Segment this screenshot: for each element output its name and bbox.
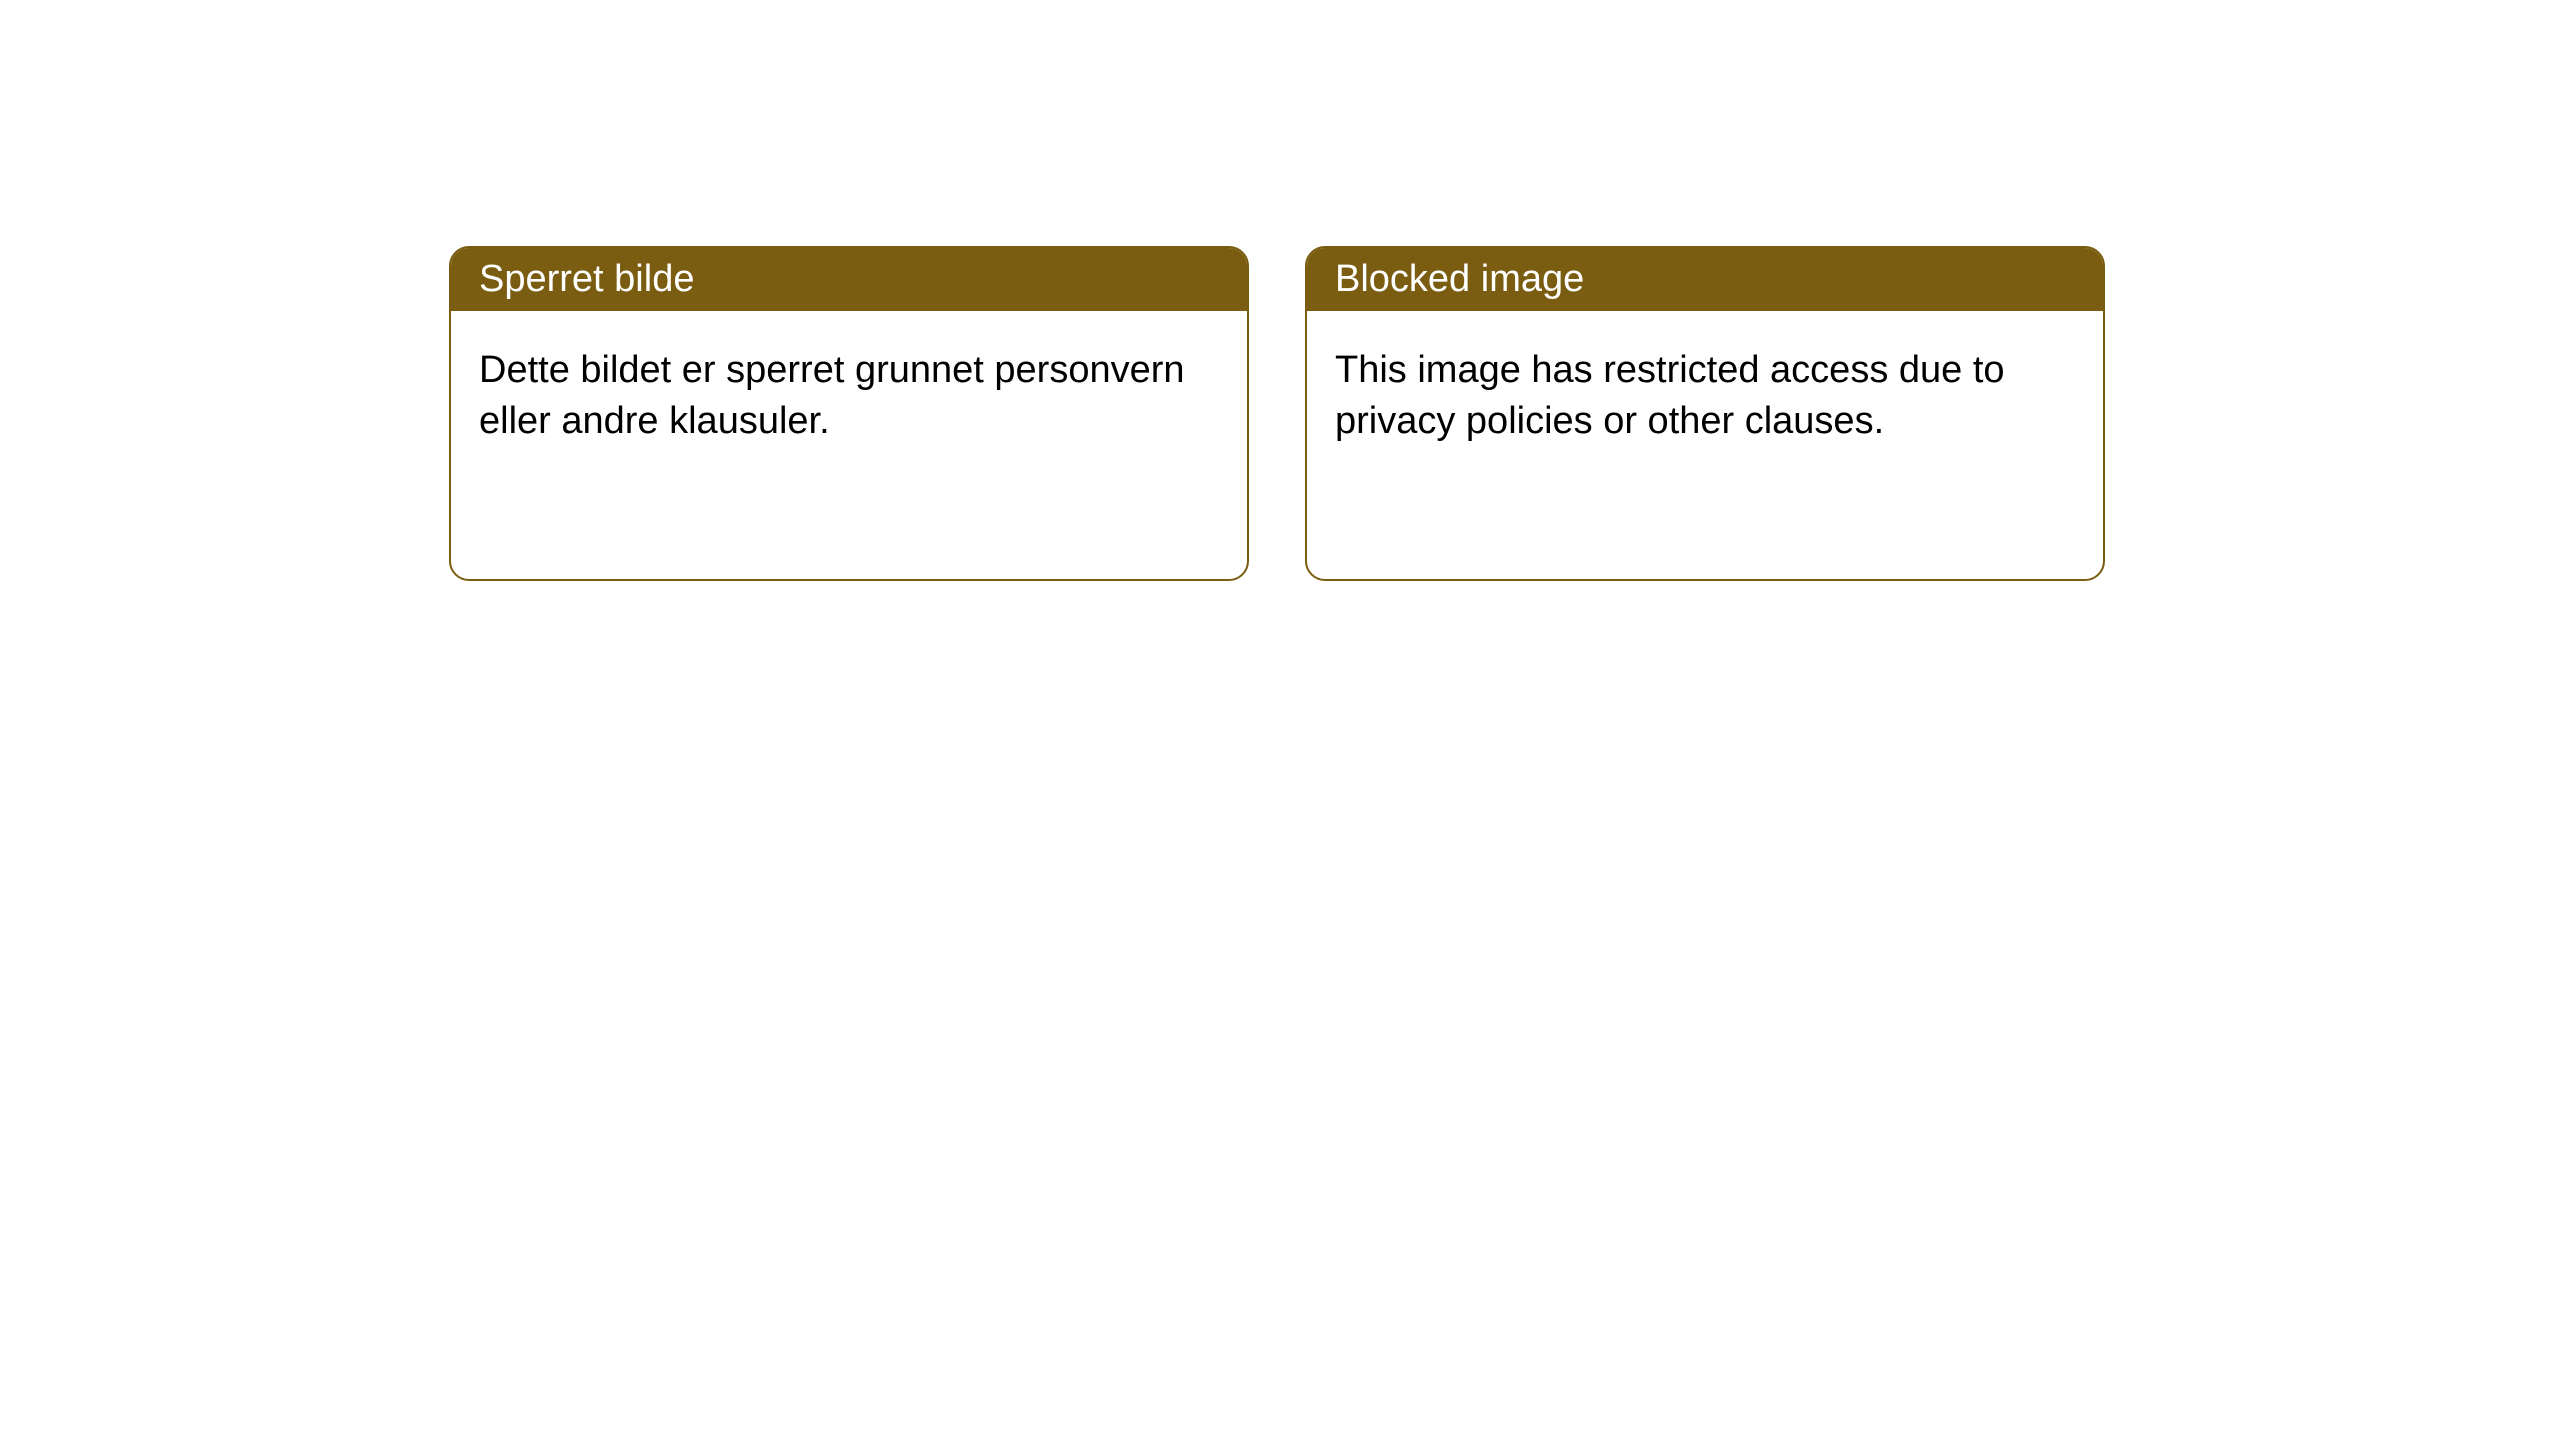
notice-card-english: Blocked image This image has restricted … — [1305, 246, 2105, 581]
notice-container: Sperret bilde Dette bildet er sperret gr… — [0, 0, 2560, 581]
notice-header-norwegian: Sperret bilde — [451, 248, 1247, 311]
notice-title: Sperret bilde — [479, 258, 694, 300]
notice-body-norwegian: Dette bildet er sperret grunnet personve… — [451, 311, 1247, 482]
notice-text: This image has restricted access due to … — [1335, 349, 2005, 442]
notice-body-english: This image has restricted access due to … — [1307, 311, 2103, 482]
notice-card-norwegian: Sperret bilde Dette bildet er sperret gr… — [449, 246, 1249, 581]
notice-text: Dette bildet er sperret grunnet personve… — [479, 349, 1185, 442]
notice-header-english: Blocked image — [1307, 248, 2103, 311]
notice-title: Blocked image — [1335, 258, 1584, 300]
